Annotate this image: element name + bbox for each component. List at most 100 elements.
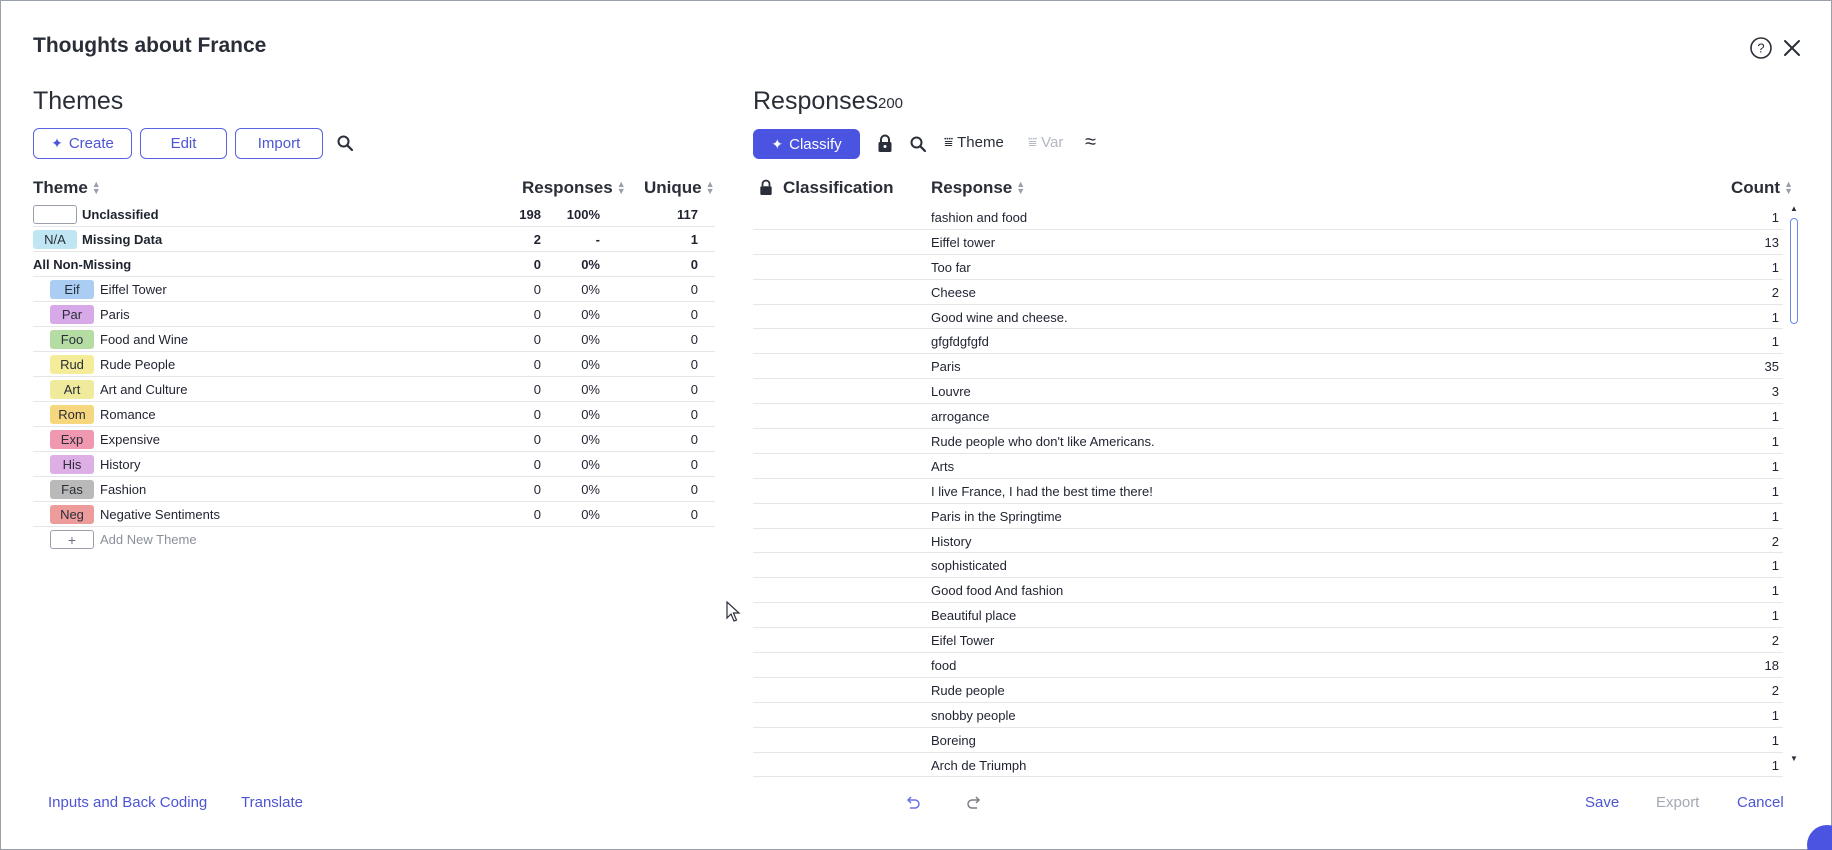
count-column-header[interactable]: Count ▲ ▼ <box>1731 178 1793 198</box>
theme-name: Rude People <box>100 357 176 372</box>
theme-row[interactable]: Eif Eiffel Tower 0 0% 0 <box>33 277 715 302</box>
response-column-header[interactable]: Response ▲ ▼ <box>931 178 1025 198</box>
response-text: Arch de Triumph <box>931 757 1027 773</box>
export-button[interactable]: Export <box>1656 794 1700 811</box>
table-row-missing-data[interactable]: N/A Missing Data 2 - 1 <box>33 227 715 252</box>
translate-link[interactable]: Translate <box>241 794 303 811</box>
theme-filter-button[interactable]: ⩸ Theme <box>944 134 1004 151</box>
response-row[interactable]: Paris in the Springtime 1 <box>753 504 1783 529</box>
response-row[interactable]: Rude people 2 <box>753 678 1783 703</box>
response-row[interactable]: Arts 1 <box>753 454 1783 479</box>
response-text: Boreing <box>931 732 976 748</box>
create-button[interactable]: ✦ Create <box>33 128 132 159</box>
themes-title: Themes <box>33 87 124 115</box>
theme-row[interactable]: Exp Expensive 0 0% 0 <box>33 427 715 452</box>
theme-unique: 0 <box>690 282 698 297</box>
theme-name: Eiffel Tower <box>100 282 167 297</box>
classify-button[interactable]: ✦ Classify <box>753 129 860 159</box>
theme-count: 0 <box>533 382 541 397</box>
undo-icon[interactable] <box>904 794 922 812</box>
add-theme-icon: + <box>50 530 94 549</box>
count-column-label: Count <box>1731 178 1781 197</box>
var-filter-label: Var <box>1041 134 1064 151</box>
response-row[interactable]: Good wine and cheese. 1 <box>753 305 1783 330</box>
var-filter-button[interactable]: ⩸ Var <box>1028 134 1063 151</box>
response-row[interactable]: History 2 <box>753 529 1783 554</box>
cancel-button[interactable]: Cancel <box>1737 794 1784 811</box>
unique-column-header[interactable]: Unique ▲ ▼ <box>644 178 715 198</box>
response-row[interactable]: food 18 <box>753 653 1783 678</box>
response-row[interactable]: Good food And fashion 1 <box>753 578 1783 604</box>
theme-column-header[interactable]: Theme ▲ ▼ <box>33 178 101 198</box>
edit-button[interactable]: Edit <box>140 128 227 159</box>
response-text: Eiffel tower <box>931 234 996 250</box>
fuzzy-match-icon[interactable]: ≈ <box>1085 131 1096 153</box>
response-row[interactable]: Rude people who don't like Americans. 1 <box>753 429 1783 454</box>
themes-search-icon[interactable] <box>336 134 354 152</box>
theme-row[interactable]: His History 0 0% 0 <box>33 452 715 477</box>
response-row[interactable]: I live France, I had the best time there… <box>753 479 1783 504</box>
chat-launcher[interactable] <box>1807 825 1832 850</box>
response-text: Rude people <box>931 682 1005 698</box>
response-count: 1 <box>1771 334 1779 350</box>
response-row[interactable]: Paris 35 <box>753 354 1783 380</box>
response-row[interactable]: Boreing 1 <box>753 728 1783 753</box>
redo-icon[interactable] <box>965 794 983 812</box>
response-row[interactable]: snobby people 1 <box>753 703 1783 728</box>
theme-row[interactable]: Neg Negative Sentiments 0 0% 0 <box>33 502 715 527</box>
theme-row[interactable]: Par Paris 0 0% 0 <box>33 302 715 327</box>
inputs-back-coding-link[interactable]: Inputs and Back Coding <box>48 794 208 811</box>
classification-lock-icon[interactable] <box>759 179 773 196</box>
table-row-unclassified[interactable]: Unclassified 198 100% 117 <box>33 202 715 227</box>
theme-unique: 0 <box>690 482 698 497</box>
scrollbar-thumb[interactable] <box>1790 218 1798 324</box>
response-row[interactable]: Louvre 3 <box>753 379 1783 405</box>
add-new-theme-row[interactable]: + Add New Theme <box>33 527 715 552</box>
close-icon[interactable] <box>1780 36 1804 60</box>
theme-percent: 0% <box>581 457 600 472</box>
response-count: 1 <box>1771 583 1779 599</box>
response-row[interactable]: Cheese 2 <box>753 280 1783 305</box>
theme-percent: 0% <box>581 332 600 347</box>
theme-row[interactable]: Rud Rude People 0 0% 0 <box>33 352 715 377</box>
responses-search-icon[interactable] <box>909 135 927 153</box>
response-row[interactable]: fashion and food 1 <box>753 205 1783 230</box>
classification-column-label: Classification <box>783 178 894 197</box>
response-text: History <box>931 533 972 549</box>
responses-column-header[interactable]: Responses ▲ ▼ <box>522 178 626 198</box>
response-row[interactable]: Too far 1 <box>753 255 1783 280</box>
table-row-all-non-missing[interactable]: All Non-Missing 0 0% 0 <box>33 252 715 277</box>
theme-percent: 0% <box>581 407 600 422</box>
response-row[interactable]: sophisticated 1 <box>753 553 1783 579</box>
classification-column-header[interactable]: Classification <box>783 178 894 198</box>
response-column-label: Response <box>931 178 1013 197</box>
response-row[interactable]: Eiffel tower 13 <box>753 230 1783 255</box>
import-button[interactable]: Import <box>235 128 323 159</box>
theme-tag: Par <box>50 305 94 324</box>
response-row[interactable]: arrogance 1 <box>753 404 1783 430</box>
response-row[interactable]: Arch de Triumph 1 <box>753 753 1783 778</box>
theme-name: Paris <box>100 307 130 322</box>
response-row[interactable]: Eifel Tower 2 <box>753 628 1783 654</box>
response-text: Eifel Tower <box>931 633 995 649</box>
sort-icon: ▲ ▼ <box>1016 179 1026 196</box>
response-count: 18 <box>1764 658 1779 674</box>
scroll-down-arrow[interactable]: ▼ <box>1790 754 1798 763</box>
theme-unique: 1 <box>690 232 698 247</box>
theme-row[interactable]: Art Art and Culture 0 0% 0 <box>33 377 715 402</box>
save-button[interactable]: Save <box>1585 794 1620 811</box>
theme-percent: 0% <box>581 482 600 497</box>
response-count: 3 <box>1771 384 1779 400</box>
theme-unique: 117 <box>677 207 698 222</box>
help-icon[interactable]: ? <box>1749 36 1773 60</box>
response-row[interactable]: Beautiful place 1 <box>753 603 1783 629</box>
theme-row[interactable]: Rom Romance 0 0% 0 <box>33 402 715 427</box>
theme-row[interactable]: Fas Fashion 0 0% 0 <box>33 477 715 502</box>
scroll-up-arrow[interactable]: ▲ <box>1790 204 1798 213</box>
response-row[interactable]: gfgfdgfgfd 1 <box>753 329 1783 355</box>
theme-row[interactable]: Foo Food and Wine 0 0% 0 <box>33 327 715 352</box>
response-count: 2 <box>1771 533 1779 549</box>
theme-name: Unclassified <box>82 207 159 222</box>
lock-icon[interactable] <box>877 134 893 153</box>
